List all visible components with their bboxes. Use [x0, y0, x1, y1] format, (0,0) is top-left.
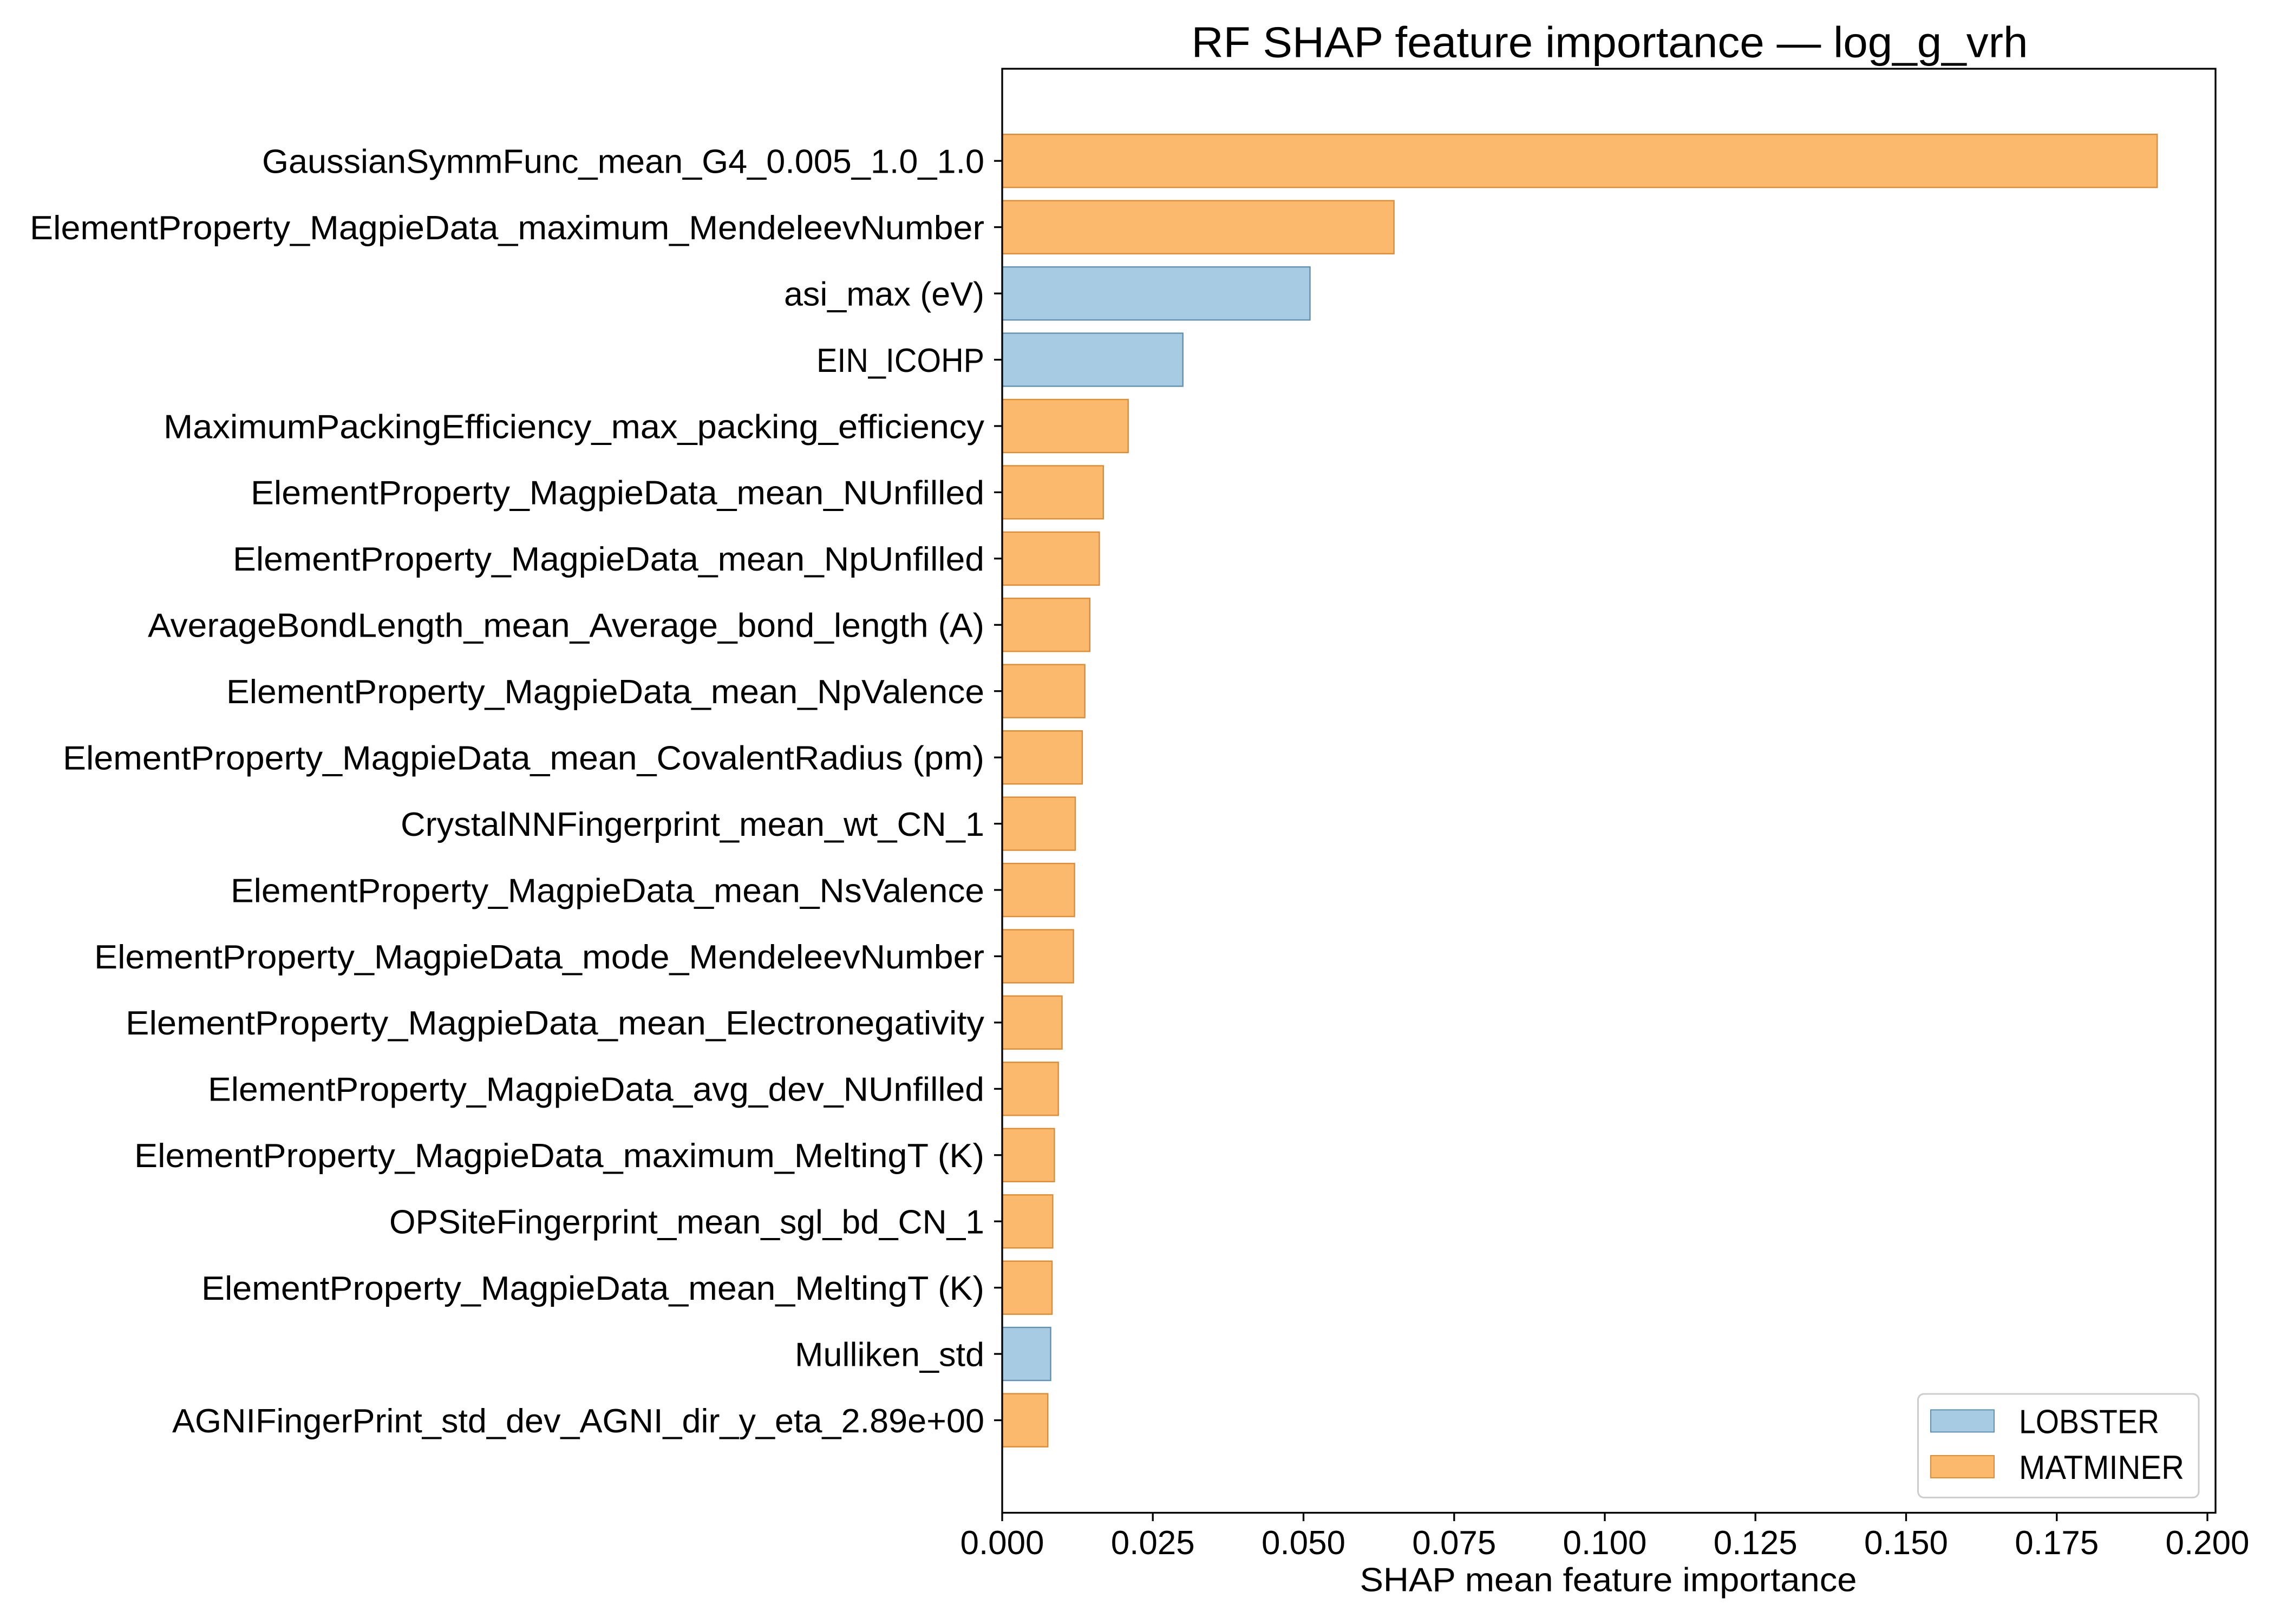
svg-text:OPSiteFingerprint_mean_sgl_bd_: OPSiteFingerprint_mean_sgl_bd_CN_1	[389, 1204, 984, 1241]
svg-text:0.175: 0.175	[2015, 1524, 2099, 1562]
svg-text:AGNIFingerPrint_std_dev_AGNI_d: AGNIFingerPrint_std_dev_AGNI_dir_y_eta_2…	[172, 1403, 984, 1440]
svg-text:0.025: 0.025	[1111, 1524, 1195, 1562]
svg-text:ElementProperty_MagpieData_mea: ElementProperty_MagpieData_mean_NUnfille…	[251, 475, 984, 512]
svg-text:ElementProperty_MagpieData_avg: ElementProperty_MagpieData_avg_dev_NUnfi…	[208, 1071, 984, 1109]
svg-text:MATMINER: MATMINER	[2019, 1449, 2184, 1487]
svg-text:MaximumPackingEfficiency_max_p: MaximumPackingEfficiency_max_packing_eff…	[164, 408, 984, 446]
svg-text:CrystalNNFingerprint_mean_wt_C: CrystalNNFingerprint_mean_wt_CN_1	[401, 806, 984, 843]
svg-text:ElementProperty_MagpieData_mea: ElementProperty_MagpieData_mean_Electron…	[126, 1005, 984, 1042]
svg-text:0.050: 0.050	[1262, 1524, 1345, 1562]
svg-text:0.075: 0.075	[1412, 1524, 1496, 1562]
svg-text:0.200: 0.200	[2166, 1524, 2250, 1562]
svg-text:LOBSTER: LOBSTER	[2019, 1404, 2159, 1441]
svg-text:Mulliken_std: Mulliken_std	[795, 1336, 984, 1373]
svg-text:ElementProperty_MagpieData_mea: ElementProperty_MagpieData_mean_NsValenc…	[231, 872, 984, 909]
svg-text:RF SHAP feature importance — l: RF SHAP feature importance — log_g_vrh	[1192, 18, 2028, 67]
svg-text:asi_max (eV): asi_max (eV)	[784, 276, 984, 313]
svg-text:0.125: 0.125	[1714, 1524, 1798, 1562]
svg-text:SHAP mean feature importance: SHAP mean feature importance	[1360, 1562, 1857, 1599]
svg-text:ElementProperty_MagpieData_mea: ElementProperty_MagpieData_mean_Covalent…	[63, 740, 984, 777]
svg-text:ElementProperty_MagpieData_mea: ElementProperty_MagpieData_mean_NpValenc…	[226, 673, 984, 711]
svg-text:0.150: 0.150	[1864, 1524, 1948, 1562]
svg-text:AverageBondLength_mean_Average: AverageBondLength_mean_Average_bond_leng…	[148, 607, 984, 645]
svg-text:ElementProperty_MagpieData_mea: ElementProperty_MagpieData_mean_MeltingT…	[201, 1270, 984, 1307]
svg-text:ElementProperty_MagpieData_mod: ElementProperty_MagpieData_mode_Mendelee…	[94, 939, 984, 976]
svg-text:ElementProperty_MagpieData_mea: ElementProperty_MagpieData_mean_NpUnfill…	[233, 541, 984, 578]
svg-text:ElementProperty_MagpieData_max: ElementProperty_MagpieData_maximum_Melti…	[134, 1137, 984, 1175]
svg-text:0.000: 0.000	[960, 1524, 1044, 1562]
svg-text:0.100: 0.100	[1563, 1524, 1647, 1562]
svg-text:GaussianSymmFunc_mean_G4_0.005: GaussianSymmFunc_mean_G4_0.005_1.0_1.0	[262, 143, 984, 181]
svg-text:ElementProperty_MagpieData_max: ElementProperty_MagpieData_maximum_Mende…	[30, 209, 984, 247]
svg-text:EIN_ICOHP: EIN_ICOHP	[816, 342, 984, 379]
